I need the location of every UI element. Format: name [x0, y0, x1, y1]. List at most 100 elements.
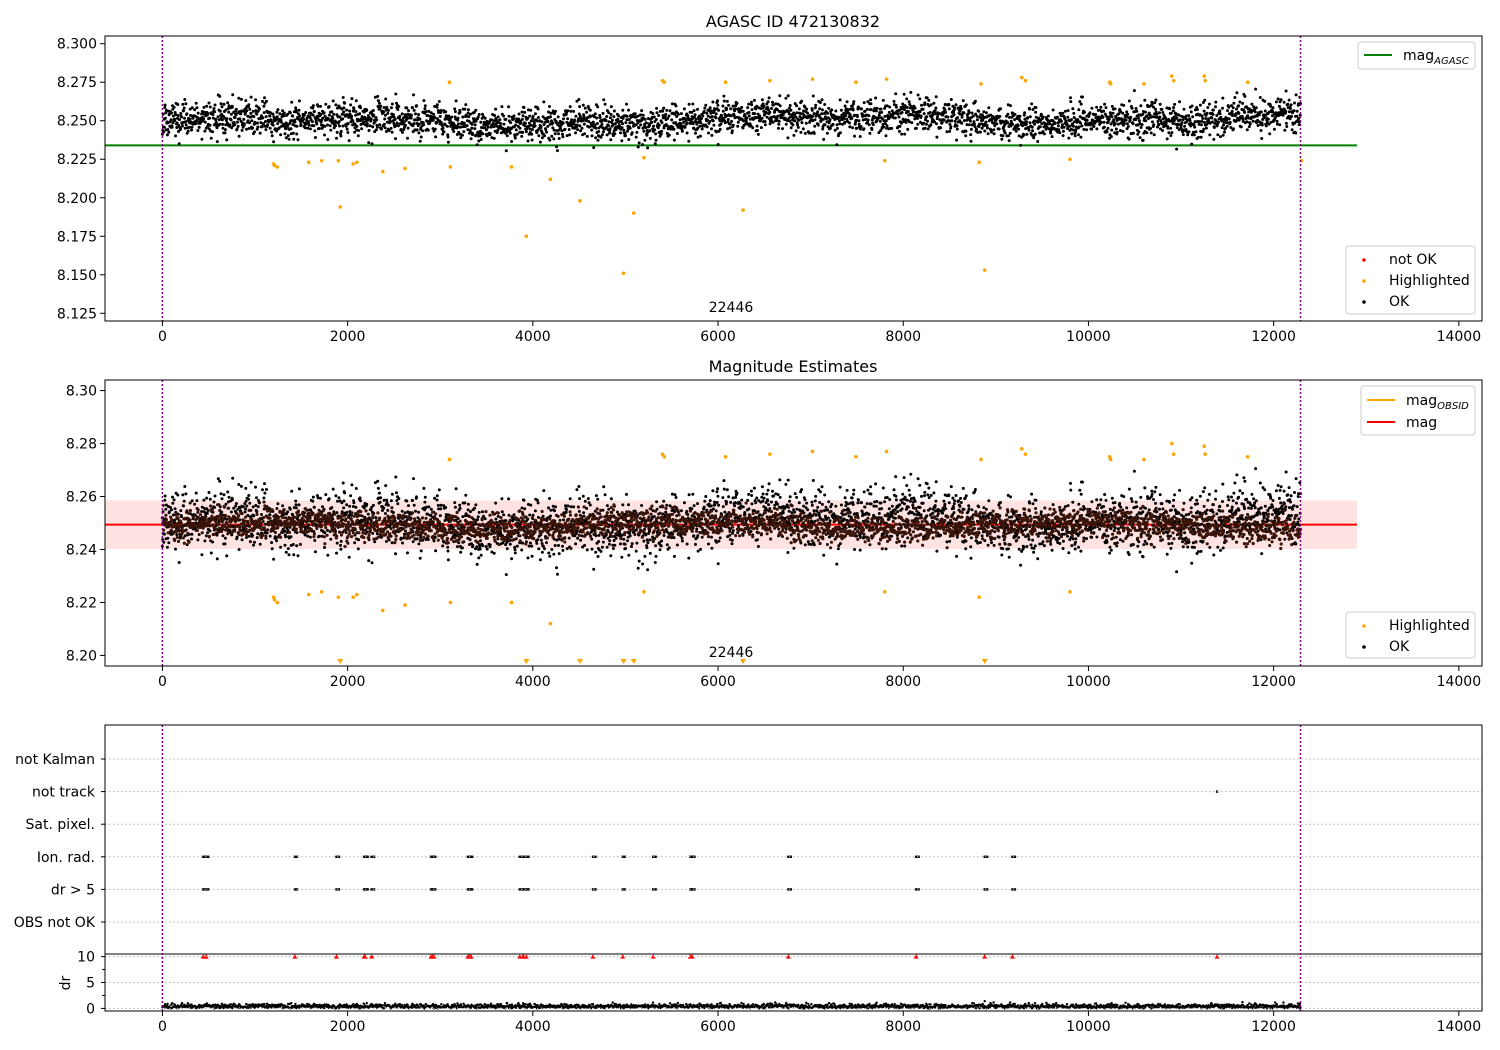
ok-point	[414, 112, 417, 116]
ok-point	[400, 509, 404, 513]
ok-point	[1160, 107, 1164, 111]
ok-point	[353, 130, 357, 134]
ok-point	[1136, 116, 1140, 120]
ok-point	[423, 107, 427, 111]
ok-point	[608, 129, 612, 133]
ok-point	[415, 537, 419, 541]
ok-point	[1181, 118, 1185, 122]
ok-point	[504, 573, 508, 577]
ok-point	[183, 126, 187, 130]
ok-point	[543, 134, 546, 138]
ok-point	[822, 137, 826, 141]
ok-point	[1188, 119, 1192, 123]
ok-point	[968, 119, 972, 123]
ok-point	[479, 539, 482, 543]
ok-point	[577, 485, 581, 488]
ok-point	[488, 543, 492, 547]
ok-point	[706, 118, 709, 122]
ok-point	[851, 126, 854, 130]
ok-point	[1183, 124, 1187, 128]
ok-point	[1235, 91, 1239, 95]
ok-point	[812, 131, 816, 135]
ok-point	[163, 103, 167, 107]
ok-point	[269, 111, 273, 115]
ok-point	[179, 509, 183, 513]
ok-point	[170, 508, 173, 512]
ok-point	[166, 128, 170, 132]
p1-ytick-label: 8.300	[57, 37, 97, 53]
ok-point	[1229, 126, 1233, 129]
ok-point	[1077, 133, 1080, 137]
ok-point	[464, 493, 468, 497]
ok-point	[190, 499, 194, 503]
ok-point	[1169, 134, 1173, 137]
ok-point	[801, 127, 805, 131]
ok-point	[705, 125, 709, 129]
ok-point	[655, 111, 659, 115]
ok-point	[553, 132, 557, 136]
ok-point	[382, 498, 386, 502]
ok-point	[646, 541, 650, 545]
ok-point	[1173, 102, 1177, 106]
ok-point	[202, 498, 206, 502]
ok-point	[585, 548, 589, 552]
ok-point	[690, 117, 694, 121]
ok-point	[415, 104, 418, 108]
ok-point	[599, 549, 603, 553]
ok-point	[237, 96, 241, 100]
ok-point	[796, 125, 800, 129]
ok-point	[1110, 128, 1114, 132]
ok-point	[812, 112, 816, 116]
ok-point	[1237, 104, 1241, 108]
ok-point	[556, 572, 559, 576]
ok-point	[1228, 120, 1232, 124]
ok-point	[670, 118, 674, 122]
ok-point	[1039, 112, 1043, 116]
ok-point	[975, 114, 979, 118]
ok-point	[708, 106, 712, 110]
ok-point	[922, 112, 926, 116]
ok-point	[597, 130, 601, 133]
ok-point	[843, 120, 847, 124]
ok-point	[644, 121, 648, 125]
ok-point	[390, 492, 394, 496]
ok-point	[346, 131, 350, 134]
ok-point	[1118, 129, 1122, 132]
ok-point	[226, 101, 230, 105]
ok-point	[596, 105, 600, 109]
ok-point	[1030, 125, 1034, 129]
highlighted-point	[509, 165, 514, 169]
ok-point	[1238, 100, 1242, 104]
ok-point	[527, 544, 531, 548]
ok-point	[530, 138, 534, 142]
ok-point	[407, 504, 410, 508]
ok-point	[947, 107, 951, 111]
ok-point	[579, 538, 583, 542]
ok-point	[659, 544, 663, 548]
ok-point	[483, 517, 487, 521]
ok-point	[1025, 132, 1029, 136]
ok-point	[766, 100, 770, 104]
ok-point	[1239, 125, 1243, 129]
ok-point	[653, 142, 657, 146]
ok-point	[468, 538, 472, 542]
ok-point	[256, 505, 260, 509]
ok-point	[1083, 110, 1086, 114]
ok-point	[811, 114, 815, 118]
ok-point	[1201, 117, 1205, 120]
ok-point	[763, 120, 767, 123]
ok-point	[635, 541, 639, 545]
ok-point	[230, 126, 234, 130]
ok-point	[194, 101, 198, 105]
ok-point	[701, 114, 705, 118]
ok-point	[475, 143, 479, 147]
ok-point	[640, 504, 644, 507]
ok-point	[601, 540, 605, 544]
ok-point	[703, 106, 707, 110]
ok-point	[384, 130, 388, 133]
ok-point	[1034, 110, 1038, 114]
ok-point	[818, 107, 822, 111]
ok-point	[1166, 126, 1170, 130]
ok-point	[529, 108, 533, 112]
ok-point	[426, 538, 430, 541]
